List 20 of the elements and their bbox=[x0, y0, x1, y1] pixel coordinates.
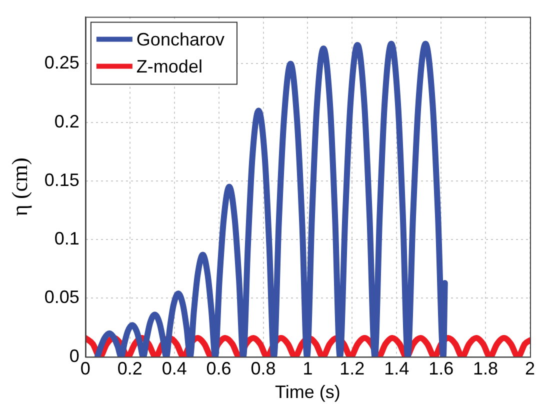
y-tick-label: 0 bbox=[69, 346, 80, 366]
y-tick-label: 0.15 bbox=[44, 170, 80, 190]
x-axis-title: Time (s) bbox=[275, 382, 340, 402]
x-tick-label: 1.2 bbox=[340, 358, 365, 379]
x-tick-label: 0.2 bbox=[117, 358, 142, 379]
x-tick-label: 1 bbox=[302, 358, 313, 379]
x-tick-label: 2 bbox=[524, 358, 535, 379]
legend-label: Z-model bbox=[136, 56, 202, 76]
x-tick-label: 0.6 bbox=[206, 358, 232, 379]
x-tick-label: 1.6 bbox=[428, 358, 454, 379]
y-axis-title: η (cm) bbox=[6, 158, 32, 216]
x-tick-label: 1.4 bbox=[384, 358, 410, 379]
y-tick-label: 0.05 bbox=[44, 287, 80, 308]
x-tick-label: 0.4 bbox=[162, 358, 187, 379]
y-tick-label: 0.1 bbox=[54, 228, 80, 249]
x-tick-label: 0.8 bbox=[250, 358, 276, 379]
y-tick-label: 0.2 bbox=[54, 111, 80, 132]
legend-label: Goncharov bbox=[136, 29, 224, 50]
y-tick-label: 0.25 bbox=[44, 52, 80, 73]
x-tick-label: 1.8 bbox=[473, 358, 498, 379]
